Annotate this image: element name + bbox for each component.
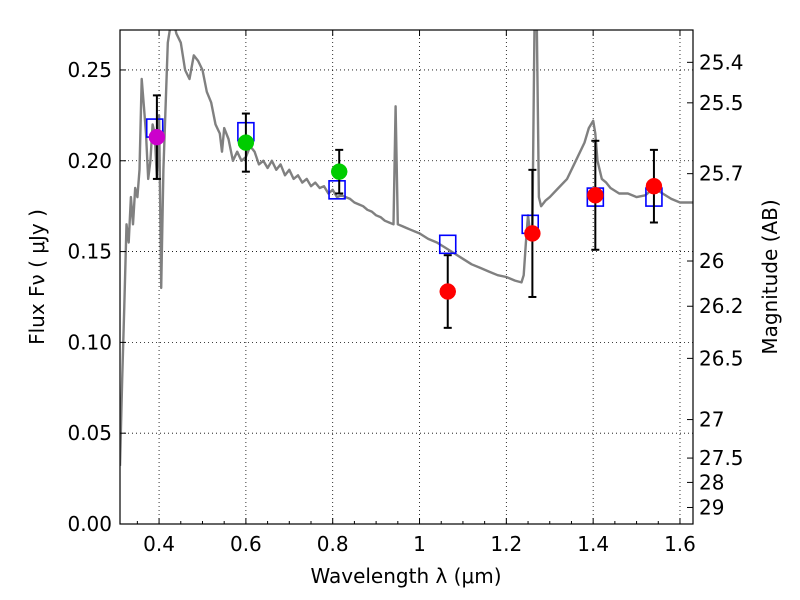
observed-flux-point <box>439 283 456 300</box>
x-tick-labels: 0.4 0.6 0.8 1 1.2 1.4 1.6 <box>143 532 696 556</box>
x-tick-label: 1.2 <box>490 532 522 556</box>
x-tick-label: 0.8 <box>317 532 349 556</box>
y-tick-label: 0.10 <box>67 330 112 354</box>
magnitude-tick-label: 25.4 <box>699 50 744 74</box>
x-tick-label: 1.4 <box>577 532 609 556</box>
right-axis-label: Magnitude (AB) <box>758 199 782 354</box>
magnitude-tick-label: 25.7 <box>699 162 744 186</box>
observed-flux-point <box>645 177 663 195</box>
y-tick-label: 0.15 <box>67 240 112 264</box>
magnitude-tick-label: 28 <box>699 470 724 494</box>
y-tick-label: 0.20 <box>67 149 112 173</box>
x-tick-label: 0.6 <box>230 532 262 556</box>
x-tick-label: 0.4 <box>143 532 175 556</box>
y-tick-labels: 0.00 0.05 0.10 0.15 0.20 0.25 <box>67 58 112 536</box>
magnitude-tick-label: 26.2 <box>699 294 744 318</box>
observed-flux-point <box>148 128 166 146</box>
x-axis-label: Wavelength λ (μm) <box>310 564 501 588</box>
model-flux-square <box>438 234 457 255</box>
y-tick-label: 0.00 <box>67 512 112 536</box>
magnitude-tick-label: 26 <box>699 249 724 273</box>
magnitude-tick-label: 29 <box>699 495 724 519</box>
plot-frame <box>119 29 694 525</box>
plot-background <box>120 30 693 524</box>
y-tick-label: 0.05 <box>67 421 112 445</box>
x-tick-label: 1 <box>413 532 426 556</box>
x-tick-label: 1.6 <box>664 532 696 556</box>
magnitude-tick-label: 26.5 <box>699 346 744 370</box>
model-spectrum-line <box>120 30 693 466</box>
y-axis-label: Flux Fν ( μJy ) <box>25 209 49 345</box>
observed-flux-point <box>330 163 348 180</box>
observed-flux-point <box>237 134 255 151</box>
y-tick-label: 0.25 <box>67 58 112 82</box>
axis-ticks <box>120 30 693 525</box>
magnitude-tick-label: 27.5 <box>699 446 744 470</box>
model-flux-square <box>328 180 346 200</box>
magnitude-tick-label: 25.5 <box>699 91 744 115</box>
series-layer <box>120 30 693 466</box>
observed-flux-point <box>524 225 541 242</box>
magnitude-tick-label: 27 <box>699 408 724 432</box>
observed-flux-point <box>587 187 604 204</box>
